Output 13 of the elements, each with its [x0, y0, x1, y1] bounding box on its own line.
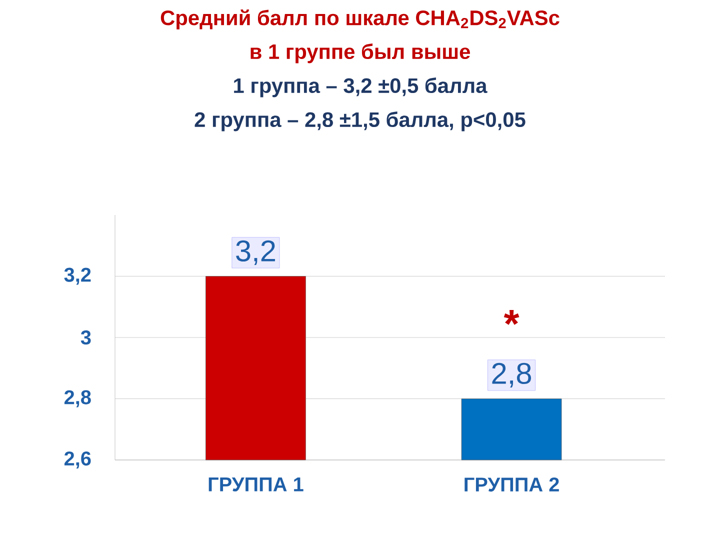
x-tick-label: ГРУППА 1 — [208, 478, 304, 492]
data-label: 2,8 — [492, 362, 531, 388]
annotation: * — [504, 310, 520, 325]
y-tick-label: 2,8 — [64, 390, 91, 408]
y-tick-label: 3 — [80, 330, 91, 345]
data-label: 3,2 — [236, 240, 275, 266]
x-tick-label: ГРУППА 2 — [464, 478, 559, 492]
text: 2 группа – 2,8 ±1,5 балла, p<0,05 — [194, 112, 526, 132]
y-tick-label: 2,6 — [64, 451, 91, 468]
y-tick-label: 3,2 — [64, 268, 91, 285]
chart-subtitle: в 1 группе был выше — [250, 44, 470, 64]
chart-title: Средний балл по шкале CHA$_{2}$DS$_{2}$VASc — [160, 10, 560, 30]
text: 1 группа – 3,2 ±0,5 балла — [234, 78, 488, 98]
